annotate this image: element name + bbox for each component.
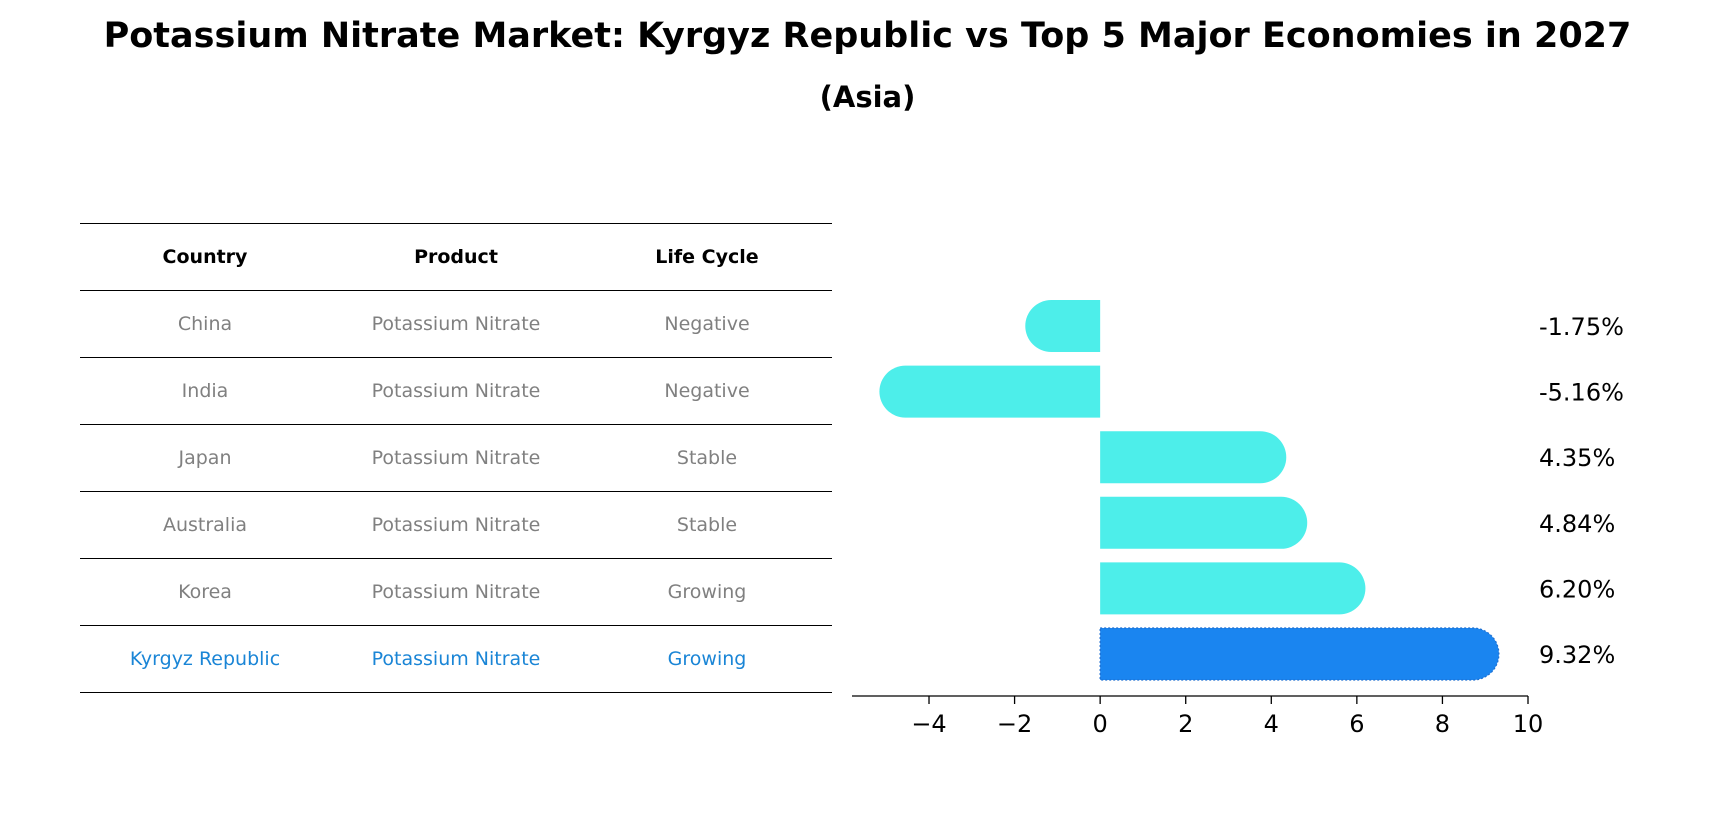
- table-row: Korea Potassium Nitrate Growing: [80, 558, 832, 626]
- bar: [1100, 496, 1308, 549]
- cell-product: Potassium Nitrate: [330, 558, 582, 626]
- cell-product: Potassium Nitrate: [330, 290, 582, 358]
- chart-subtitle: (Asia): [819, 80, 916, 114]
- bar: [1100, 431, 1287, 484]
- bar: [879, 365, 1101, 418]
- x-tick-label: −4: [911, 710, 946, 738]
- table-row: China Potassium Nitrate Negative: [80, 290, 832, 358]
- value-labels-group: -1.75% -5.16% 4.35% 4.84% 6.20% 9.32%: [1539, 313, 1624, 669]
- bar-value-label: 4.35%: [1539, 444, 1615, 472]
- cell-life-cycle: Stable: [582, 424, 832, 492]
- header-life-cycle: Life Cycle: [582, 223, 832, 291]
- x-tick-label: 6: [1349, 710, 1364, 738]
- cell-country: Australia: [80, 491, 330, 559]
- x-tick-label: 10: [1513, 710, 1544, 738]
- bar-value-label: 6.20%: [1539, 575, 1615, 603]
- cell-life-cycle: Stable: [582, 491, 832, 559]
- cell-product: Potassium Nitrate: [330, 491, 582, 559]
- x-tick-label: 4: [1264, 710, 1279, 738]
- cell-country: Japan: [80, 424, 330, 492]
- cell-life-cycle: Growing: [582, 625, 832, 693]
- cell-life-cycle: Negative: [582, 357, 832, 425]
- table-row: India Potassium Nitrate Negative: [80, 357, 832, 425]
- cell-product: Potassium Nitrate: [330, 625, 582, 693]
- bar-value-label: 4.84%: [1539, 510, 1615, 538]
- bar-value-label: -5.16%: [1539, 379, 1624, 407]
- table-row-highlighted: Kyrgyz Republic Potassium Nitrate Growin…: [80, 625, 832, 693]
- cell-product: Potassium Nitrate: [330, 357, 582, 425]
- bar: [1025, 300, 1101, 352]
- chart-title: Potassium Nitrate Market: Kyrgyz Republi…: [103, 16, 1632, 56]
- data-table: Country Product Life Cycle China Potassi…: [80, 223, 832, 693]
- x-tick-label: 0: [1093, 710, 1108, 738]
- header-product: Product: [330, 223, 582, 291]
- bar-value-label: -1.75%: [1539, 313, 1624, 341]
- cell-life-cycle: Negative: [582, 290, 832, 358]
- cell-country: Kyrgyz Republic: [80, 625, 330, 693]
- cell-country: India: [80, 357, 330, 425]
- table-header-row: Country Product Life Cycle: [80, 223, 832, 291]
- bar-highlighted: [1099, 627, 1500, 681]
- cell-country: China: [80, 290, 330, 358]
- table-row: Japan Potassium Nitrate Stable: [80, 424, 832, 492]
- header-country: Country: [80, 223, 330, 291]
- bar-value-label: 9.32%: [1539, 641, 1615, 669]
- bar: [1100, 562, 1366, 615]
- cell-life-cycle: Growing: [582, 558, 832, 626]
- x-tick-label: 8: [1435, 710, 1450, 738]
- bars-group: [879, 300, 1500, 681]
- cell-country: Korea: [80, 558, 330, 626]
- x-axis-ticks: −4 −2 0 2 4 6 8 10: [911, 696, 1543, 738]
- table-row: Australia Potassium Nitrate Stable: [80, 491, 832, 559]
- x-tick-label: 2: [1178, 710, 1193, 738]
- x-tick-label: −2: [997, 710, 1032, 738]
- cell-product: Potassium Nitrate: [330, 424, 582, 492]
